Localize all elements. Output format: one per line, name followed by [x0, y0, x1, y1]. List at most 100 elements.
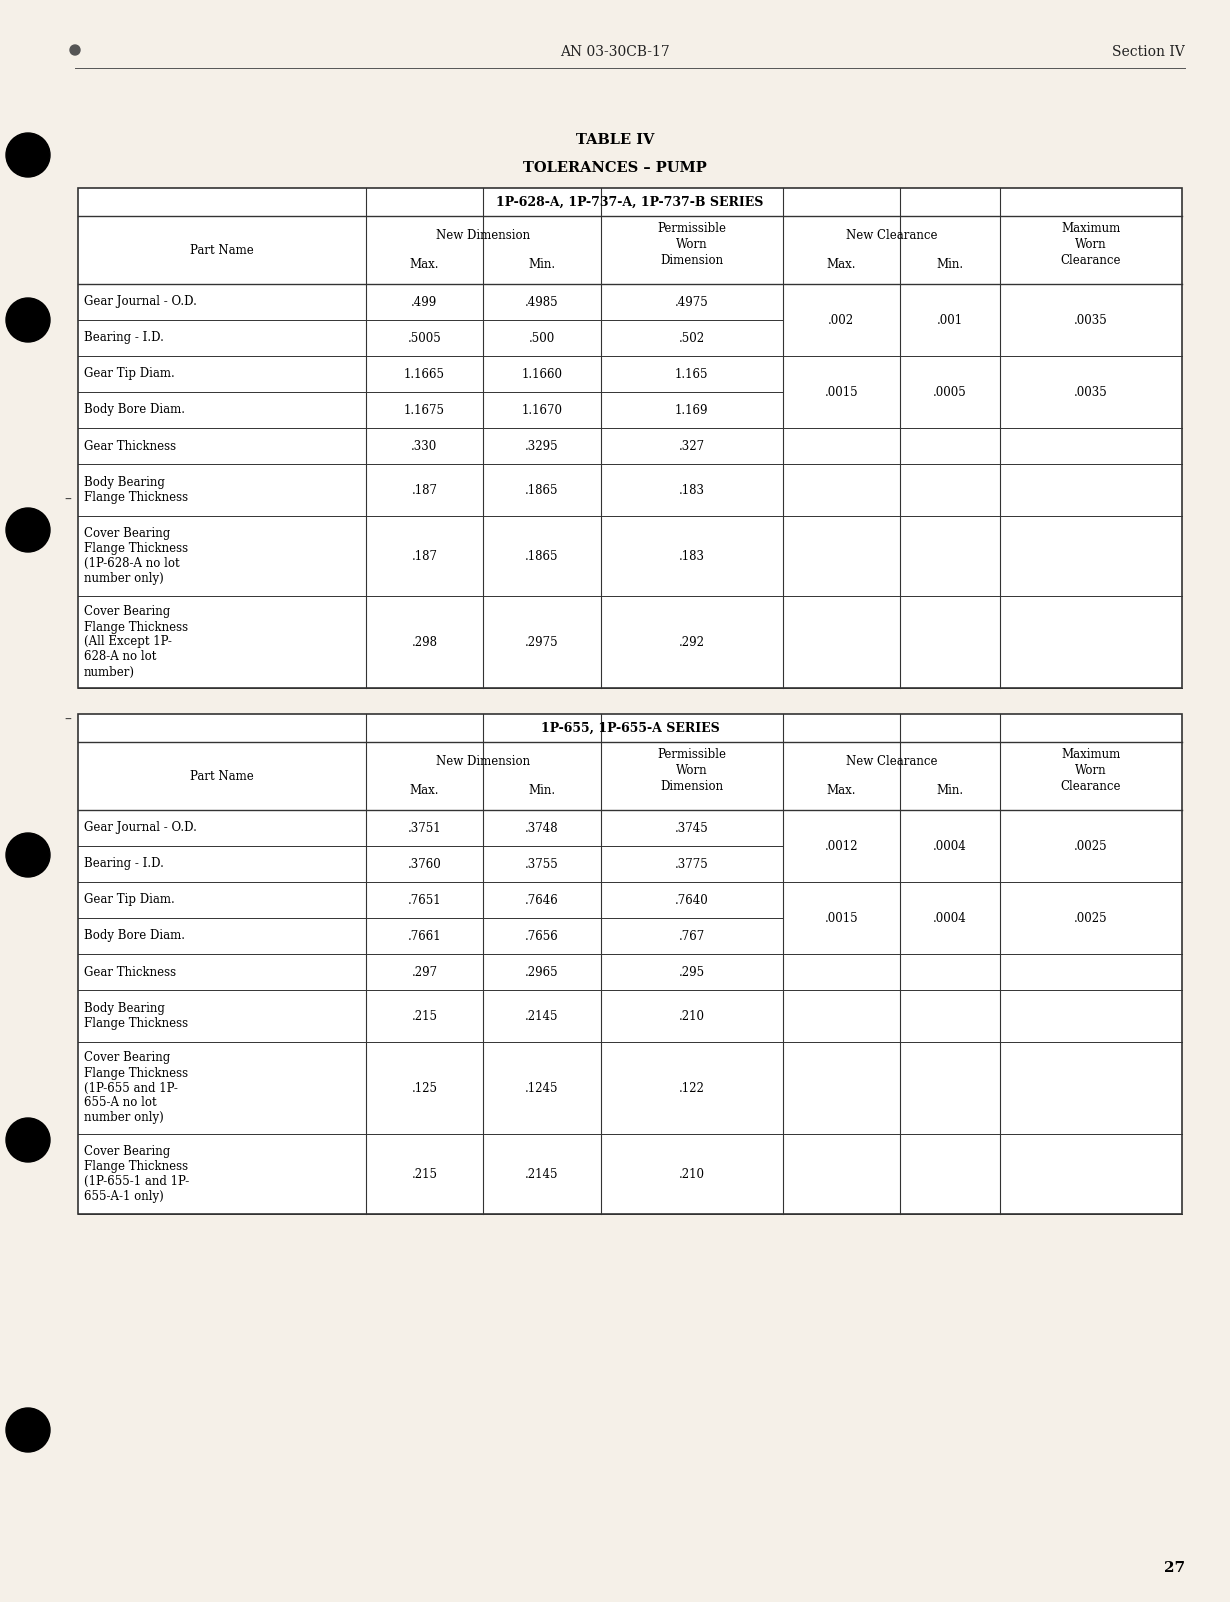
- Text: .295: .295: [679, 966, 705, 979]
- Text: .297: .297: [411, 966, 438, 979]
- Text: Max.: Max.: [827, 258, 856, 271]
- Text: Gear Journal - O.D.: Gear Journal - O.D.: [84, 295, 197, 309]
- Text: .210: .210: [679, 1168, 705, 1181]
- Circle shape: [6, 1118, 50, 1161]
- Text: Cover Bearing
Flange Thickness
(1P-655 and 1P-
655-A no lot
number only): Cover Bearing Flange Thickness (1P-655 a…: [84, 1051, 188, 1125]
- Text: Min.: Min.: [529, 785, 556, 798]
- Text: .330: .330: [411, 439, 438, 452]
- Text: .767: .767: [679, 929, 705, 942]
- Text: 1P-628-A, 1P-737-A, 1P-737-B SERIES: 1P-628-A, 1P-737-A, 1P-737-B SERIES: [497, 195, 764, 208]
- Text: .1245: .1245: [525, 1081, 558, 1094]
- Text: 1P-655, 1P-655-A SERIES: 1P-655, 1P-655-A SERIES: [541, 721, 720, 734]
- Text: .0004: .0004: [934, 912, 967, 924]
- Text: Max.: Max.: [827, 785, 856, 798]
- Text: .500: .500: [529, 332, 555, 344]
- Text: 1.165: 1.165: [675, 367, 708, 381]
- Text: New Dimension: New Dimension: [437, 229, 530, 242]
- Text: .183: .183: [679, 549, 705, 562]
- Text: .187: .187: [412, 484, 438, 497]
- Text: Min.: Min.: [936, 785, 963, 798]
- Text: .3295: .3295: [525, 439, 558, 452]
- Text: Body Bearing
Flange Thickness: Body Bearing Flange Thickness: [84, 476, 188, 505]
- Text: .292: .292: [679, 636, 705, 649]
- Text: Body Bearing
Flange Thickness: Body Bearing Flange Thickness: [84, 1001, 188, 1030]
- Text: .7640: .7640: [675, 894, 708, 907]
- Circle shape: [6, 298, 50, 341]
- Text: .210: .210: [679, 1009, 705, 1022]
- Text: Cover Bearing
Flange Thickness
(1P-655-1 and 1P-
655-A-1 only): Cover Bearing Flange Thickness (1P-655-1…: [84, 1145, 189, 1203]
- Text: Min.: Min.: [529, 258, 556, 271]
- Text: Bearing - I.D.: Bearing - I.D.: [84, 857, 164, 870]
- Text: .1865: .1865: [525, 484, 558, 497]
- Text: TABLE IV: TABLE IV: [576, 133, 654, 147]
- Text: New Clearance: New Clearance: [845, 755, 937, 767]
- Text: .3775: .3775: [675, 857, 708, 870]
- Text: .215: .215: [412, 1009, 438, 1022]
- Text: .2965: .2965: [525, 966, 558, 979]
- Circle shape: [6, 508, 50, 553]
- Bar: [77, 187, 1182, 687]
- Text: Gear Journal - O.D.: Gear Journal - O.D.: [84, 822, 197, 835]
- Text: .0005: .0005: [934, 386, 967, 399]
- Text: .001: .001: [937, 314, 963, 327]
- Text: .3745: .3745: [675, 822, 708, 835]
- Text: Maximum
Worn
Clearance: Maximum Worn Clearance: [1060, 223, 1122, 268]
- Text: .7646: .7646: [525, 894, 558, 907]
- Text: Permissible
Worn
Dimension: Permissible Worn Dimension: [657, 748, 726, 793]
- Text: Gear Tip Diam.: Gear Tip Diam.: [84, 894, 175, 907]
- Text: .3751: .3751: [407, 822, 442, 835]
- Text: .0035: .0035: [1074, 314, 1108, 327]
- Text: .4975: .4975: [675, 295, 708, 309]
- Text: .327: .327: [679, 439, 705, 452]
- Text: .0025: .0025: [1074, 912, 1108, 924]
- Text: Part Name: Part Name: [189, 244, 253, 256]
- Text: .499: .499: [411, 295, 438, 309]
- Text: Cover Bearing
Flange Thickness
(1P-628-A no lot
number only): Cover Bearing Flange Thickness (1P-628-A…: [84, 527, 188, 585]
- Text: 27: 27: [1164, 1560, 1184, 1575]
- Text: .122: .122: [679, 1081, 705, 1094]
- Text: .2145: .2145: [525, 1168, 558, 1181]
- Text: .0012: .0012: [824, 839, 859, 852]
- Text: .0015: .0015: [824, 912, 859, 924]
- Text: .298: .298: [412, 636, 438, 649]
- Text: Gear Thickness: Gear Thickness: [84, 966, 176, 979]
- Text: .5005: .5005: [407, 332, 442, 344]
- Text: Part Name: Part Name: [189, 769, 253, 782]
- Bar: [77, 714, 1182, 1214]
- Circle shape: [6, 833, 50, 876]
- Text: –: –: [64, 713, 71, 727]
- Text: .7656: .7656: [525, 929, 558, 942]
- Text: Max.: Max.: [410, 258, 439, 271]
- Text: Min.: Min.: [936, 258, 963, 271]
- Text: .1865: .1865: [525, 549, 558, 562]
- Text: .0035: .0035: [1074, 386, 1108, 399]
- Text: .2975: .2975: [525, 636, 558, 649]
- Text: 1.1670: 1.1670: [522, 404, 562, 417]
- Text: Maximum
Worn
Clearance: Maximum Worn Clearance: [1060, 748, 1122, 793]
- Text: Cover Bearing
Flange Thickness
(All Except 1P-
628-A no lot
number): Cover Bearing Flange Thickness (All Exce…: [84, 606, 188, 679]
- Text: .3748: .3748: [525, 822, 558, 835]
- Text: .0004: .0004: [934, 839, 967, 852]
- Text: Body Bore Diam.: Body Bore Diam.: [84, 404, 184, 417]
- Text: .2145: .2145: [525, 1009, 558, 1022]
- Text: .7661: .7661: [407, 929, 442, 942]
- Text: .215: .215: [412, 1168, 438, 1181]
- Text: Section IV: Section IV: [1112, 45, 1184, 59]
- Text: 1.1660: 1.1660: [522, 367, 562, 381]
- Text: –: –: [64, 493, 71, 506]
- Text: Permissible
Worn
Dimension: Permissible Worn Dimension: [657, 223, 726, 268]
- Text: .3760: .3760: [407, 857, 442, 870]
- Text: .125: .125: [412, 1081, 438, 1094]
- Text: AN 03-30CB-17: AN 03-30CB-17: [560, 45, 670, 59]
- Text: .0015: .0015: [824, 386, 859, 399]
- Text: New Dimension: New Dimension: [437, 755, 530, 767]
- Text: .502: .502: [679, 332, 705, 344]
- Text: Gear Tip Diam.: Gear Tip Diam.: [84, 367, 175, 381]
- Text: Bearing - I.D.: Bearing - I.D.: [84, 332, 164, 344]
- Text: Body Bore Diam.: Body Bore Diam.: [84, 929, 184, 942]
- Text: .002: .002: [828, 314, 855, 327]
- Text: New Clearance: New Clearance: [845, 229, 937, 242]
- Text: .187: .187: [412, 549, 438, 562]
- Text: 1.1665: 1.1665: [403, 367, 445, 381]
- Text: .7651: .7651: [407, 894, 442, 907]
